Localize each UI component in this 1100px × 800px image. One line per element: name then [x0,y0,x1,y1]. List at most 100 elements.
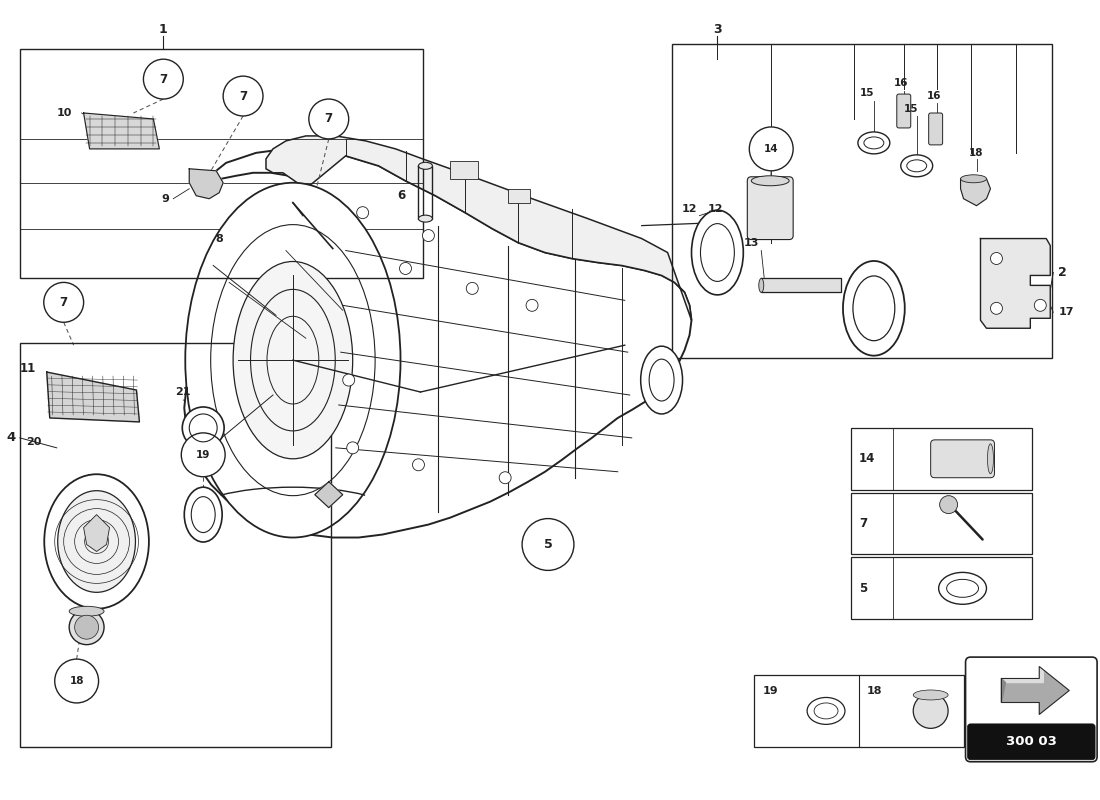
Circle shape [309,99,349,139]
Circle shape [990,302,1002,314]
Circle shape [223,76,263,116]
Bar [672,44,1053,358]
Text: 10: 10 [57,108,73,118]
Text: 13: 13 [744,238,759,247]
Polygon shape [960,178,990,206]
Ellipse shape [843,261,905,356]
FancyBboxPatch shape [966,657,1097,762]
Ellipse shape [901,155,933,177]
Text: 2: 2 [1058,266,1067,279]
Text: 11: 11 [20,362,36,374]
Text: 300 03: 300 03 [1005,735,1057,748]
Circle shape [499,472,512,484]
Polygon shape [266,136,692,320]
Text: 9: 9 [162,194,169,204]
FancyBboxPatch shape [896,94,911,128]
Ellipse shape [418,215,432,222]
Ellipse shape [960,174,987,182]
Ellipse shape [807,698,845,724]
Bar [851,428,1032,490]
Text: 12: 12 [682,204,697,214]
Text: 5: 5 [543,538,552,551]
Text: 7: 7 [160,73,167,86]
Ellipse shape [640,346,682,414]
Polygon shape [84,113,160,149]
Ellipse shape [751,176,789,186]
Circle shape [143,59,184,99]
Text: 19: 19 [762,686,778,696]
Bar [450,161,478,178]
Circle shape [939,496,958,514]
Ellipse shape [69,606,104,616]
Text: 17: 17 [1058,307,1074,318]
Polygon shape [1001,666,1069,714]
Ellipse shape [69,610,104,645]
Bar [508,189,530,202]
Bar [20,50,424,278]
Circle shape [356,206,369,218]
Circle shape [343,374,354,386]
Ellipse shape [913,690,948,700]
Circle shape [466,282,478,294]
Text: 6: 6 [397,190,406,202]
Circle shape [990,253,1002,265]
Ellipse shape [692,210,744,295]
Circle shape [422,230,435,242]
Polygon shape [315,482,343,508]
Circle shape [182,433,225,477]
Polygon shape [761,278,842,292]
FancyBboxPatch shape [968,724,1096,760]
Text: 7: 7 [59,296,68,309]
Ellipse shape [988,444,993,474]
Text: 7: 7 [324,113,333,126]
Ellipse shape [938,572,987,604]
Polygon shape [980,238,1050,328]
Circle shape [1034,299,1046,311]
Circle shape [526,299,538,311]
Text: 14: 14 [763,144,779,154]
Ellipse shape [858,132,890,154]
Ellipse shape [913,694,948,728]
Text: 21: 21 [176,387,191,397]
Polygon shape [47,372,140,422]
Ellipse shape [185,487,222,542]
Bar [851,558,1032,619]
Text: 1: 1 [160,22,167,36]
Text: 16: 16 [893,78,907,88]
Circle shape [749,127,793,170]
Text: 8: 8 [216,234,223,243]
Text: 7: 7 [239,90,248,102]
Polygon shape [1001,666,1043,682]
Circle shape [399,262,411,274]
Bar [755,675,964,746]
Circle shape [346,442,359,454]
Circle shape [412,458,425,470]
Bar [20,343,331,746]
Text: 20: 20 [26,437,42,447]
Text: 16: 16 [926,91,940,101]
Ellipse shape [759,278,763,292]
Ellipse shape [44,474,148,609]
FancyBboxPatch shape [747,177,793,239]
Text: 5: 5 [859,582,867,595]
Ellipse shape [185,182,400,538]
Polygon shape [1001,678,1005,702]
Text: 18: 18 [969,148,983,158]
Ellipse shape [183,407,224,449]
Ellipse shape [418,162,432,170]
Text: 12: 12 [707,204,723,214]
Text: 18: 18 [69,676,84,686]
Text: 18: 18 [867,686,882,696]
Text: 7: 7 [859,517,867,530]
Polygon shape [185,149,692,538]
Ellipse shape [57,490,135,592]
Text: 15: 15 [903,104,918,114]
FancyBboxPatch shape [928,113,943,145]
Text: 3: 3 [713,22,722,36]
Text: 19: 19 [196,450,210,460]
Ellipse shape [233,262,353,458]
Polygon shape [189,169,223,198]
Text: 15: 15 [859,88,874,98]
Polygon shape [84,514,110,551]
Circle shape [522,518,574,570]
